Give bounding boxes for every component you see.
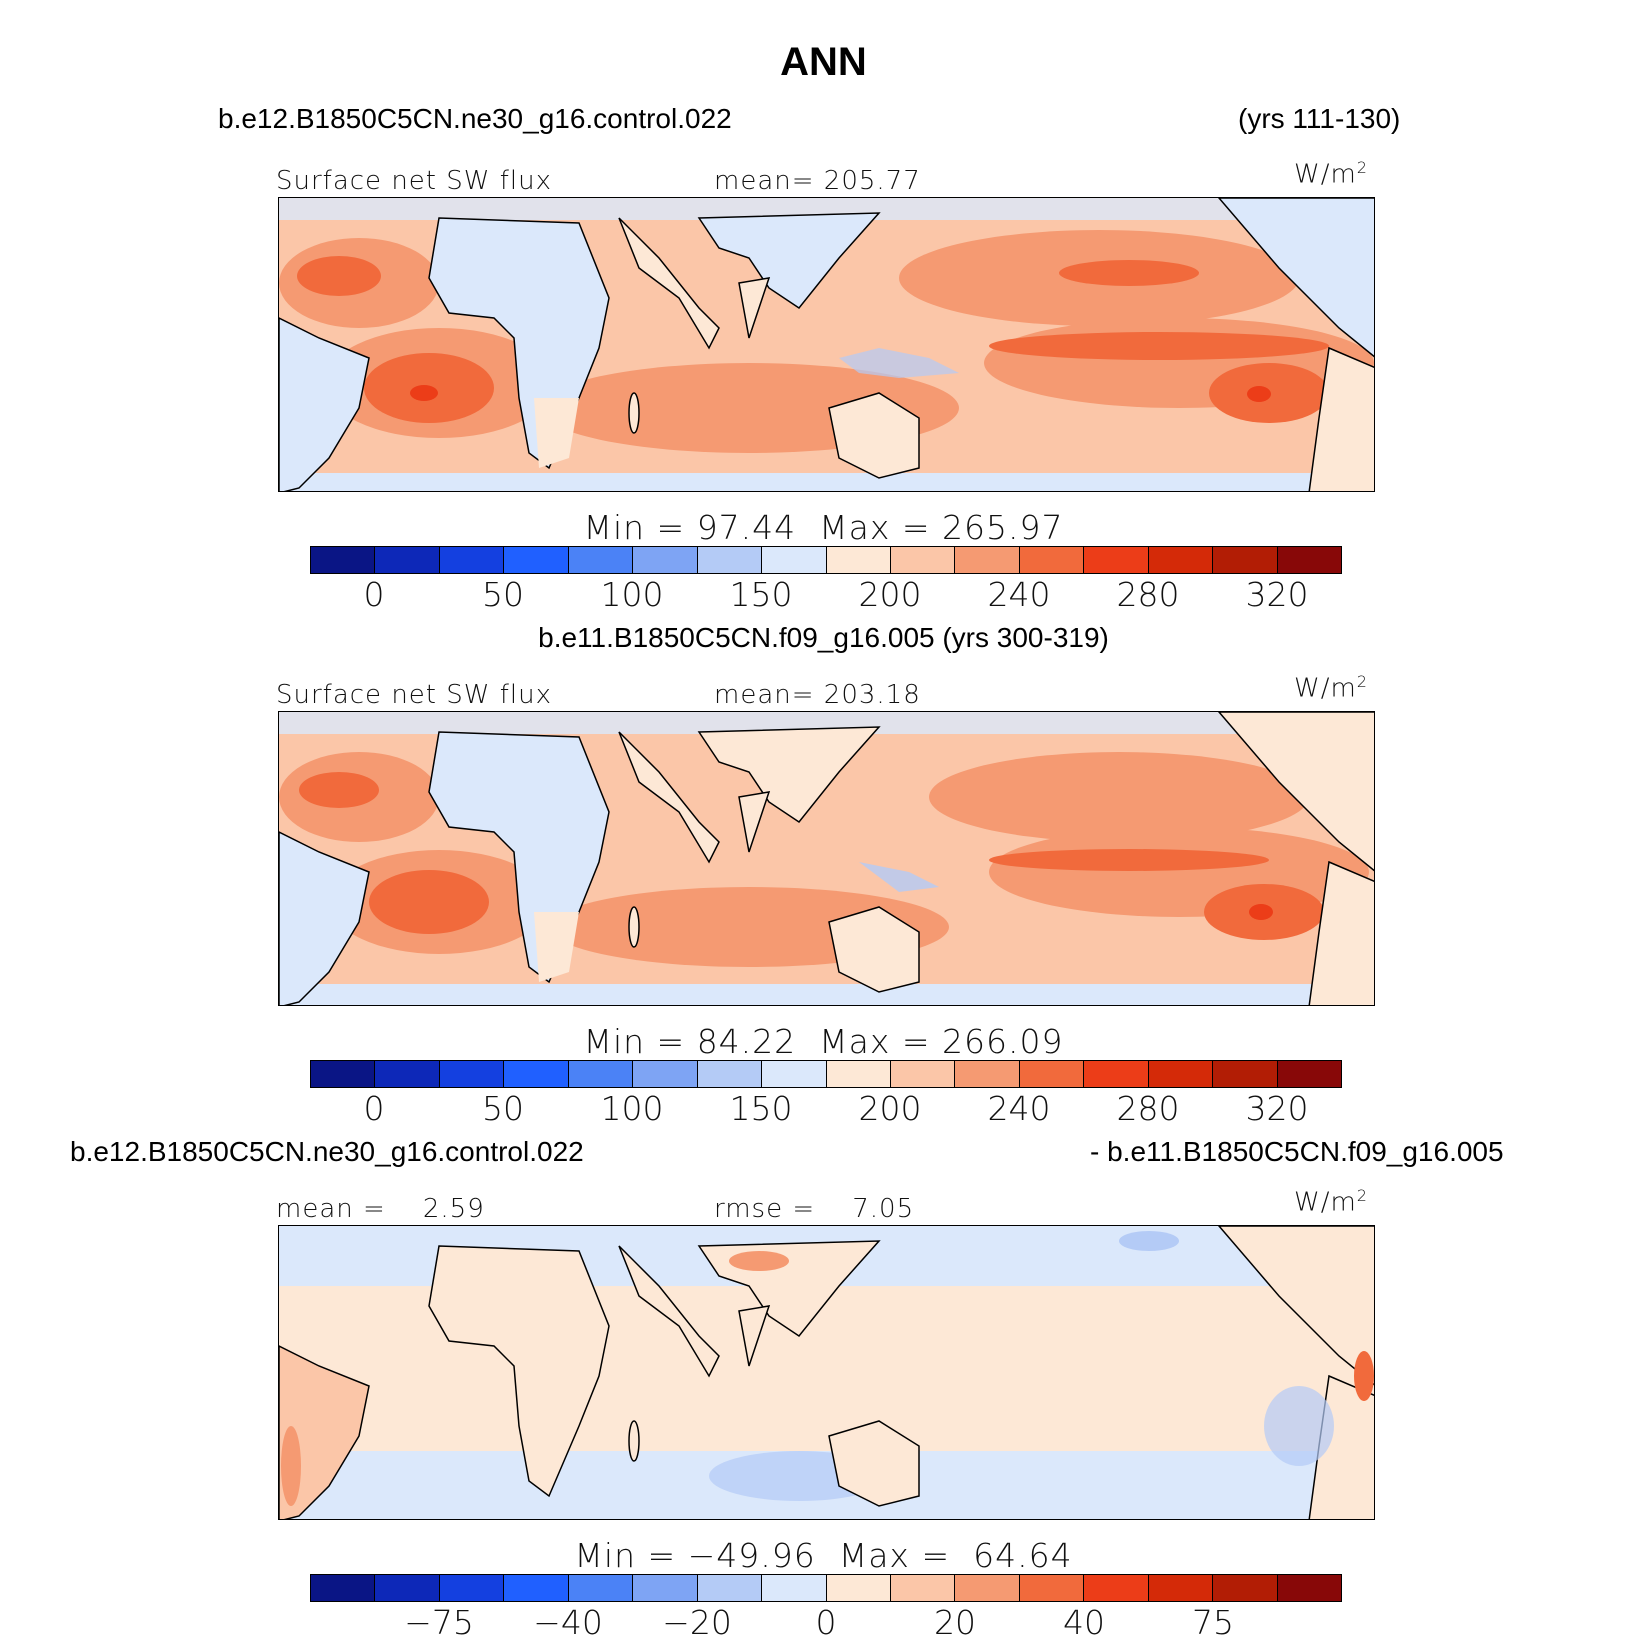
colorbar-swatch [890, 547, 956, 573]
colorbar-swatch [504, 547, 569, 573]
colorbar-swatch [890, 1061, 956, 1087]
colorbar-swatch [375, 1061, 440, 1087]
colorbar-swatch [697, 1575, 763, 1601]
panel1-tick: 0 [363, 575, 385, 614]
panel2-tick: 150 [729, 1089, 793, 1128]
colorbar-swatch [633, 1575, 698, 1601]
panel2-tick: 100 [600, 1089, 664, 1128]
colorbar-swatch [568, 1575, 634, 1601]
colorbar-swatch [762, 547, 827, 573]
colorbar-swatch [311, 1575, 376, 1601]
panel2-min-max: Min = 84.22 Max = 266.09 [583, 1022, 1064, 1061]
panel1-colorbar [310, 546, 1342, 574]
colorbar-swatch [633, 1061, 698, 1087]
panel3-tick: −20 [662, 1603, 732, 1642]
colorbar-swatch [1084, 547, 1149, 573]
colorbar-swatch [375, 547, 440, 573]
panel1-tick: 320 [1245, 575, 1309, 614]
colorbar-swatch [1277, 547, 1341, 573]
panel1-tick: 280 [1116, 575, 1180, 614]
panel2-tick: 0 [363, 1089, 385, 1128]
colorbar-swatch [1213, 547, 1278, 573]
colorbar-swatch [1019, 547, 1085, 573]
colorbar-swatch [375, 1575, 440, 1601]
panel1-case-name: b.e12.B1850C5CN.ne30_g16.control.022 [218, 103, 732, 134]
panel3-mean-label: mean = 2.59 [276, 1194, 485, 1224]
colorbar-swatch [568, 1061, 634, 1087]
panel3-tick: 0 [815, 1603, 837, 1642]
panel1-tick: 200 [858, 575, 922, 614]
colorbar-swatch [826, 1061, 891, 1087]
colorbar-swatch [762, 1061, 827, 1087]
panel3-tick: 75 [1192, 1603, 1234, 1642]
panel3-case-name: b.e12.B1850C5CN.ne30_g16.control.022 [70, 1136, 584, 1167]
figure-title: ANN [780, 40, 867, 84]
colorbar-swatch [1084, 1061, 1149, 1087]
panel2-units: W/m2 [1294, 672, 1368, 704]
panel3-min-max: Min = −49.96 Max = 64.64 [574, 1536, 1073, 1575]
colorbar-swatch [1277, 1061, 1341, 1087]
panel3-rmse-label: rmse = 7.05 [714, 1194, 915, 1224]
colorbar-swatch [826, 547, 891, 573]
colorbar-swatch [1213, 1061, 1278, 1087]
colorbar-swatch [955, 1061, 1020, 1087]
colorbar-swatch [311, 1061, 376, 1087]
colorbar-swatch [504, 1061, 569, 1087]
colorbar-swatch [1019, 1575, 1085, 1601]
panel2-tick: 50 [482, 1089, 524, 1128]
colorbar-swatch [955, 547, 1020, 573]
panel1-map [278, 197, 1375, 492]
panel1-min-max: Min = 97.44 Max = 265.97 [583, 508, 1064, 547]
panel3-units: W/m2 [1294, 1186, 1368, 1218]
panel1-tick: 150 [729, 575, 793, 614]
colorbar-swatch [1148, 1061, 1214, 1087]
panel3-tick: −40 [533, 1603, 603, 1642]
panel3-tick: 20 [934, 1603, 976, 1642]
colorbar-swatch [955, 1575, 1020, 1601]
panel1-tick: 240 [987, 575, 1051, 614]
panel2-mean-label: mean= 203.18 [714, 680, 921, 710]
colorbar-swatch [890, 1575, 956, 1601]
colorbar-swatch [697, 1061, 763, 1087]
panel2-case-name: b.e11.B1850C5CN.f09_g16.005 (yrs 300-319… [538, 622, 1109, 653]
colorbar-swatch [439, 547, 505, 573]
panel2-tick: 280 [1116, 1089, 1180, 1128]
colorbar-swatch [1019, 1061, 1085, 1087]
colorbar-swatch [439, 1575, 505, 1601]
colorbar-swatch [826, 1575, 891, 1601]
panel3-tick: −75 [404, 1603, 474, 1642]
colorbar-swatch [697, 547, 763, 573]
panel2-tick: 240 [987, 1089, 1051, 1128]
panel2-variable-label: Surface net SW flux [276, 680, 552, 710]
panel2-map [278, 711, 1375, 1006]
panel1-units: W/m2 [1294, 158, 1368, 190]
colorbar-swatch [1148, 1575, 1214, 1601]
panel1-mean-label: mean= 205.77 [714, 166, 921, 196]
colorbar-swatch [633, 547, 698, 573]
colorbar-swatch [1277, 1575, 1341, 1601]
colorbar-swatch [439, 1061, 505, 1087]
panel2-tick: 320 [1245, 1089, 1309, 1128]
panel1-variable-label: Surface net SW flux [276, 166, 552, 196]
panel3-tick: 40 [1063, 1603, 1105, 1642]
panel3-map [278, 1225, 1375, 1520]
colorbar-swatch [762, 1575, 827, 1601]
colorbar-swatch [311, 547, 376, 573]
panel2-colorbar [310, 1060, 1342, 1088]
colorbar-swatch [1213, 1575, 1278, 1601]
colorbar-swatch [568, 547, 634, 573]
colorbar-swatch [504, 1575, 569, 1601]
panel1-tick: 100 [600, 575, 664, 614]
panel2-tick: 200 [858, 1089, 922, 1128]
colorbar-swatch [1148, 547, 1214, 573]
panel3-colorbar [310, 1574, 1342, 1602]
panel3-minus-case-name: - b.e11.B1850C5CN.f09_g16.005 [1090, 1136, 1504, 1167]
colorbar-swatch [1084, 1575, 1149, 1601]
panel1-years: (yrs 111-130) [1238, 103, 1401, 134]
panel1-tick: 50 [482, 575, 524, 614]
